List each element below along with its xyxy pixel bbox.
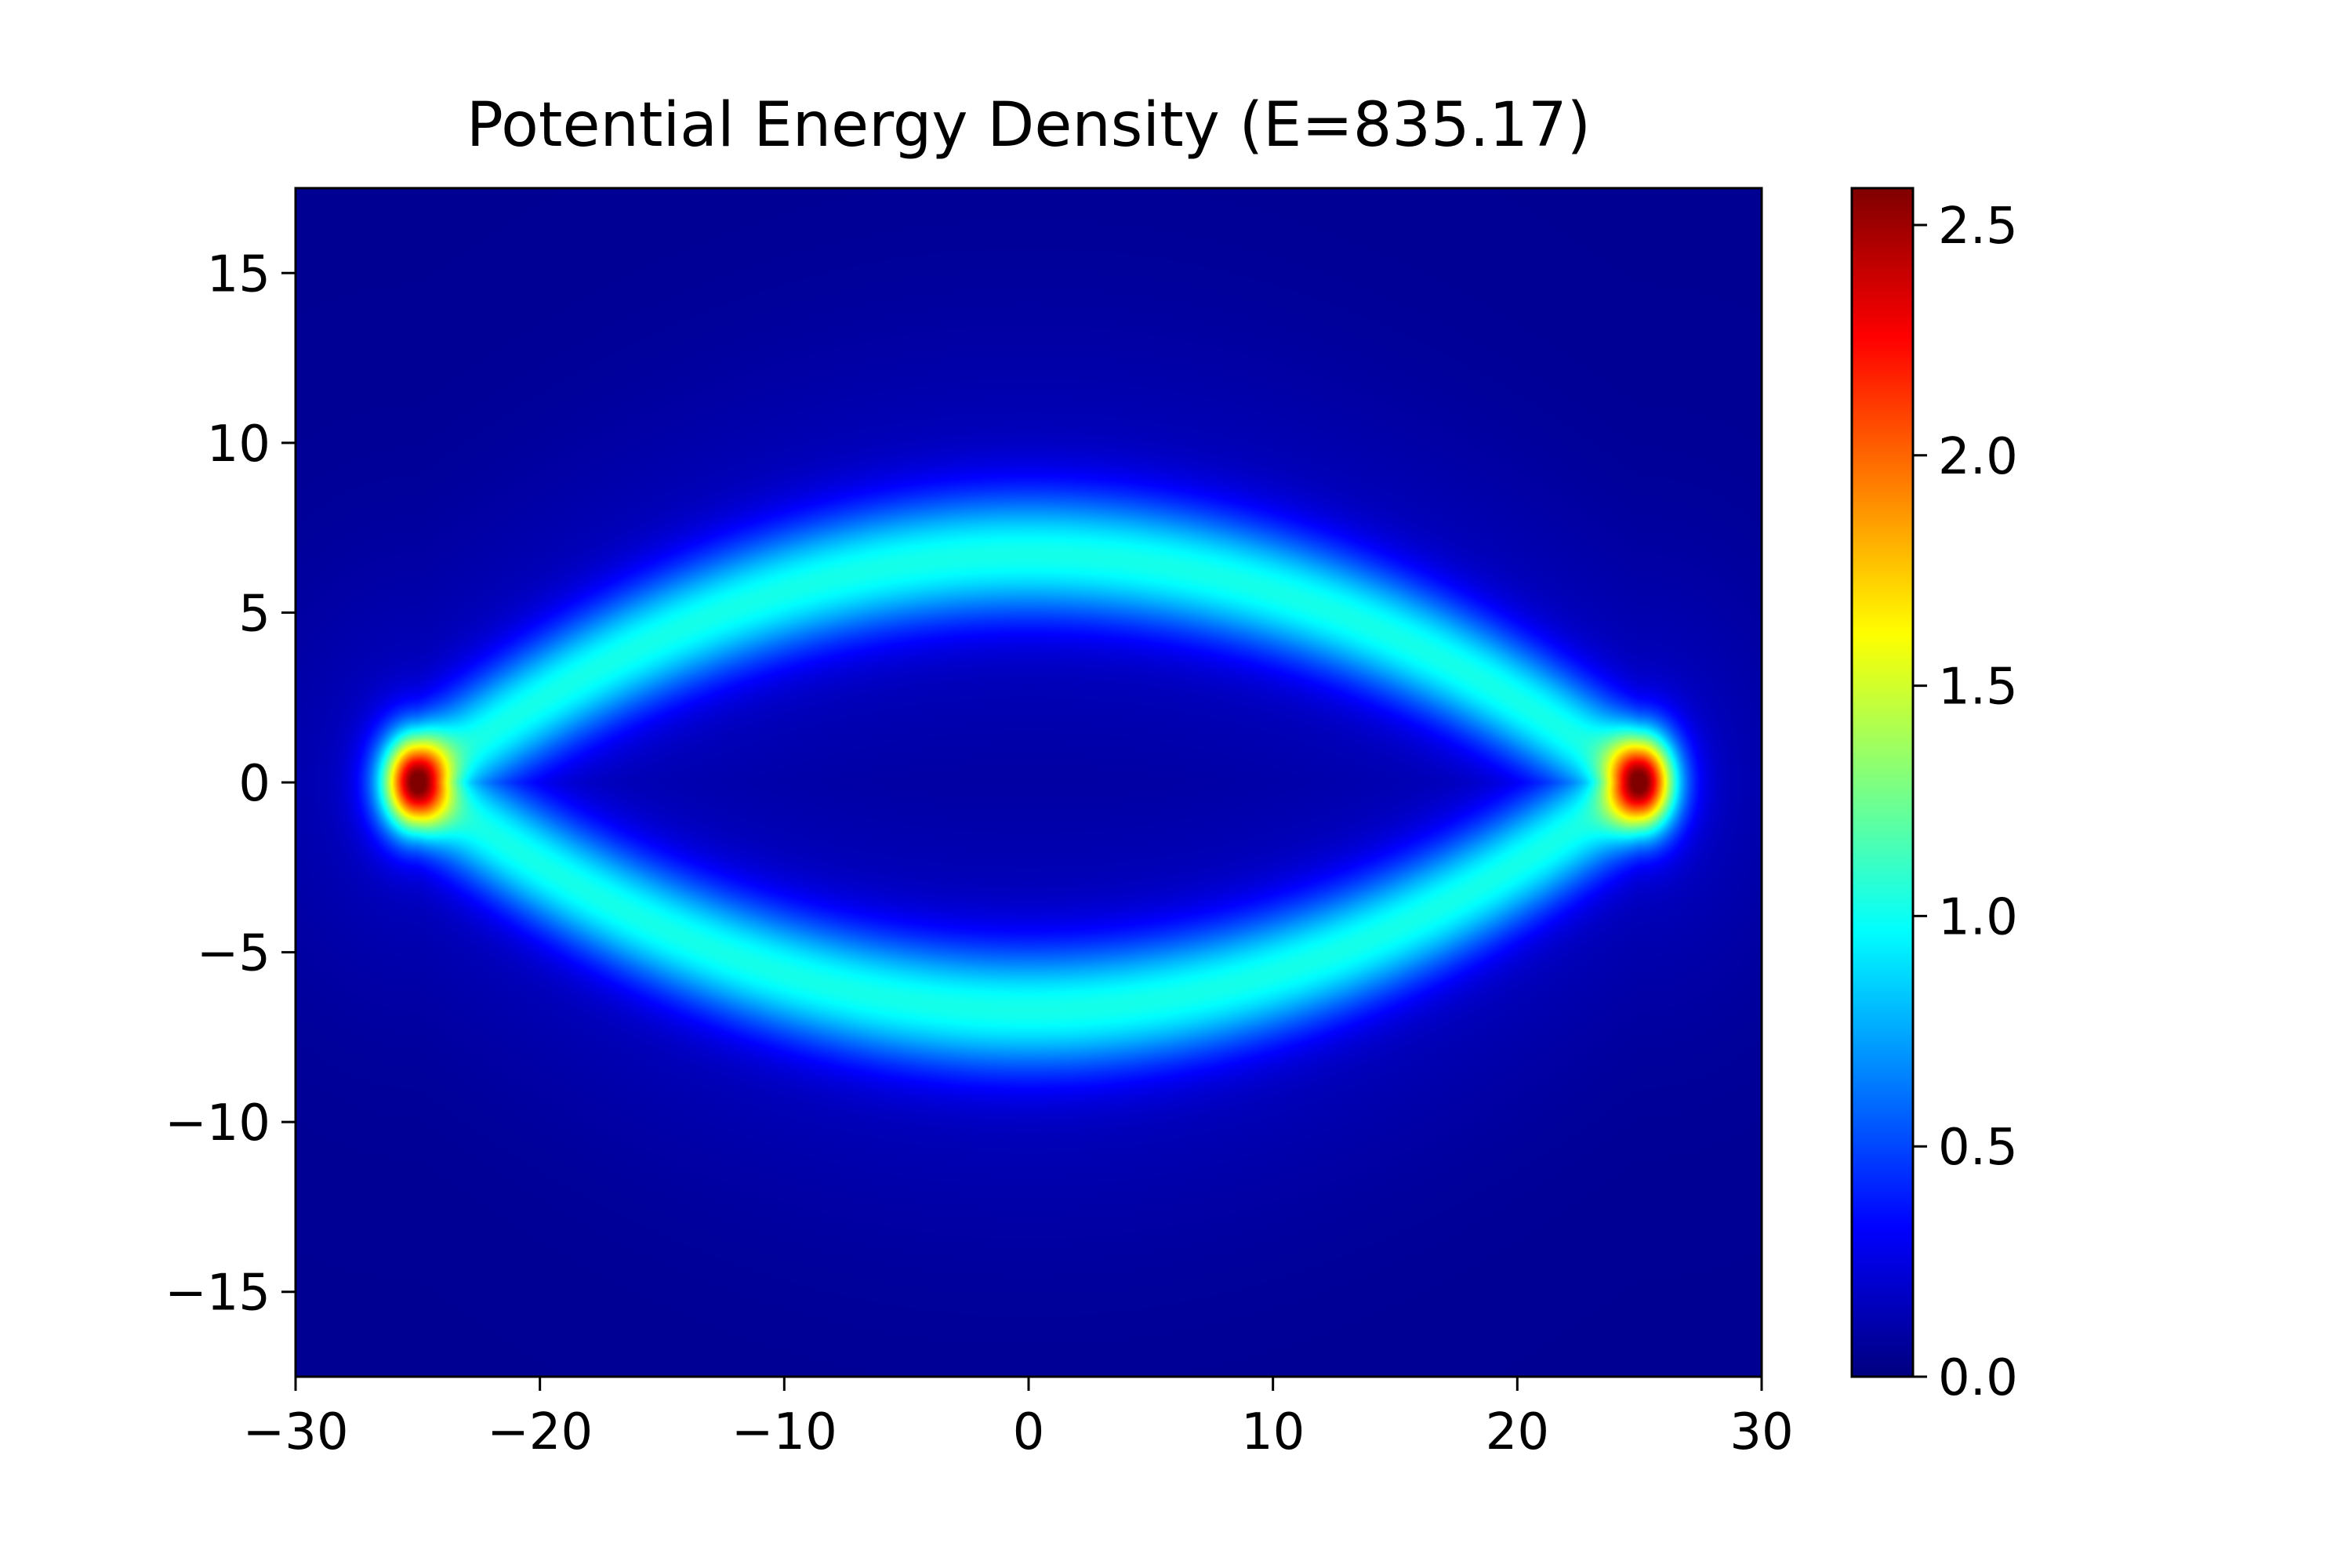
x-axis: −30 −20 −10 0 10 20 30 — [242, 1377, 1794, 1461]
x-tick-label: 0 — [1013, 1403, 1045, 1461]
x-tick-label: 20 — [1486, 1403, 1549, 1461]
colorbar-tick-label: 2.0 — [1938, 428, 2018, 486]
colorbar-gradient — [1852, 188, 1913, 1377]
y-tick-label: −10 — [165, 1094, 270, 1152]
x-tick-label: −20 — [487, 1403, 593, 1461]
colorbar-axis: 0.0 0.5 1.0 1.5 2.0 2.5 — [1913, 198, 2018, 1407]
y-axis: 15 10 5 0 −5 −10 −15 — [165, 245, 296, 1323]
colorbar-tick-label: 2.5 — [1938, 198, 2018, 256]
colorbar-tick-label: 1.0 — [1938, 888, 2018, 946]
x-tick-label: −10 — [731, 1403, 837, 1461]
y-tick-label: 5 — [238, 585, 270, 643]
colorbar-tick-label: 0.0 — [1938, 1349, 2018, 1407]
chart-title: Potential Energy Density (E=835.17) — [466, 90, 1591, 161]
x-tick-label: 10 — [1241, 1403, 1305, 1461]
colorbar-tick-label: 0.5 — [1938, 1119, 2018, 1177]
y-tick-label: −5 — [197, 925, 270, 983]
y-tick-label: 15 — [207, 245, 270, 303]
x-tick-label: −30 — [242, 1403, 348, 1461]
plot-frame — [294, 187, 1763, 1378]
heatmap-image — [296, 188, 1762, 1377]
x-tick-label: 30 — [1730, 1403, 1793, 1461]
y-tick-label: 10 — [207, 416, 270, 474]
y-tick-label: 0 — [238, 755, 270, 813]
colorbar-frame — [1850, 187, 1915, 1378]
colorbar-tick-label: 1.5 — [1938, 659, 2018, 717]
y-tick-label: −15 — [165, 1265, 270, 1323]
